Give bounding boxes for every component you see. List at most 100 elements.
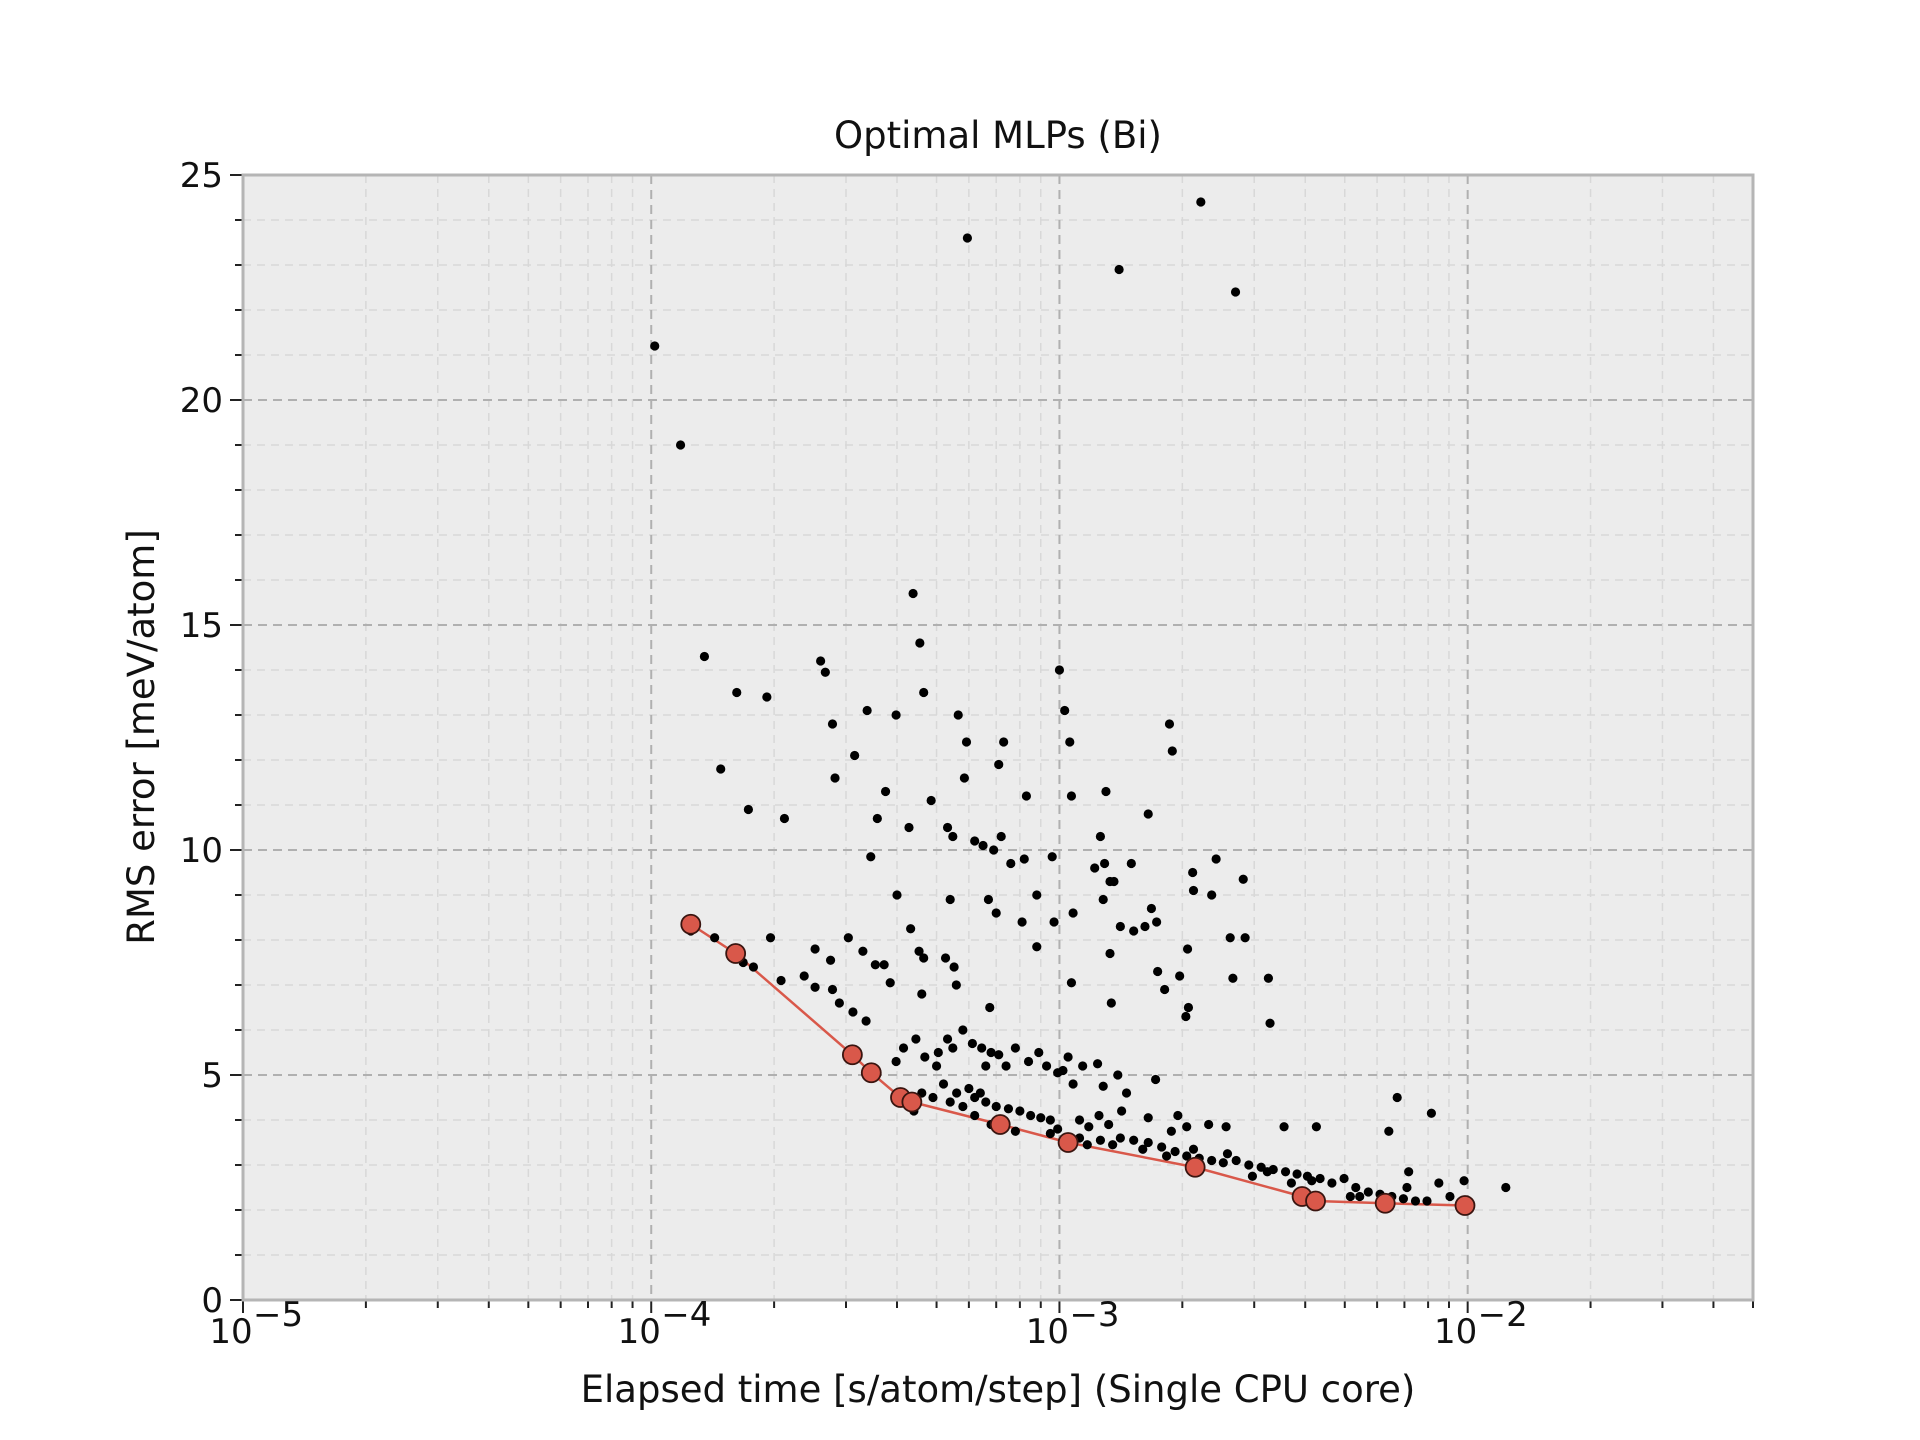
data-point [978, 840, 988, 851]
data-point [1445, 1191, 1455, 1202]
data-point [879, 960, 889, 970]
y-tick-label: 20 [180, 381, 223, 421]
data-point [1182, 944, 1193, 954]
data-point [1036, 1113, 1046, 1123]
data-point [776, 975, 786, 986]
data-point [1150, 1074, 1161, 1085]
y-tick-label: 25 [180, 156, 223, 196]
data-point [1066, 978, 1077, 988]
data-point [967, 1038, 977, 1049]
y-tick-label: 15 [180, 606, 223, 646]
data-point [1015, 1106, 1025, 1116]
data-point [1099, 858, 1110, 869]
data-point [1010, 1043, 1020, 1053]
data-point [1053, 1068, 1063, 1078]
data-point [958, 1101, 968, 1112]
data-point [820, 667, 830, 677]
data-point [1045, 1115, 1055, 1125]
pareto-point [901, 1091, 923, 1113]
data-point [1207, 1155, 1217, 1166]
data-point [1161, 1151, 1172, 1161]
data-point [1173, 1110, 1183, 1121]
data-point [1032, 942, 1042, 952]
data-point [977, 1043, 987, 1053]
data-point [1129, 926, 1139, 936]
data-point [1003, 1104, 1014, 1114]
data-point [996, 831, 1006, 842]
data-point [915, 638, 925, 648]
data-point [1286, 1178, 1296, 1188]
data-point [1143, 1137, 1153, 1148]
data-point [1104, 1119, 1114, 1130]
data-point [945, 894, 955, 905]
data-point [891, 710, 901, 720]
data-point [1090, 863, 1100, 873]
x-tick-label-exponent: −3 [1069, 1295, 1119, 1335]
data-point [1238, 874, 1248, 884]
data-point [1113, 1070, 1123, 1080]
data-point [1101, 786, 1111, 797]
data-point [1032, 890, 1042, 900]
data-point [861, 1016, 871, 1026]
plot-background [243, 175, 1753, 1300]
x-tick-labels: 10 −5 10 −4 10 −3 10 −2 [209, 1295, 1527, 1352]
data-point [1138, 1144, 1148, 1154]
data-point [994, 759, 1004, 770]
data-point [710, 933, 720, 943]
data-point [942, 1034, 953, 1044]
data-point [1026, 1110, 1036, 1121]
data-point [989, 845, 999, 855]
data-point [914, 946, 924, 956]
data-point [1045, 1128, 1055, 1139]
data-point [834, 998, 844, 1008]
x-tick-label: 10 [209, 1312, 252, 1352]
data-point [1054, 665, 1065, 675]
data-point [1222, 1149, 1233, 1159]
data-point [949, 962, 959, 972]
data-point [1196, 197, 1206, 207]
data-point [1166, 1126, 1176, 1136]
data-point [1060, 705, 1070, 716]
data-point [1115, 1133, 1125, 1143]
y-tick-label: 5 [201, 1056, 223, 1096]
data-point [961, 737, 972, 747]
data-point [933, 1047, 943, 1058]
data-point [1068, 908, 1078, 918]
data-point [986, 1047, 996, 1058]
pareto-point [725, 943, 747, 964]
data-point [1078, 1061, 1088, 1071]
data-point [1121, 1088, 1132, 1098]
data-point [919, 687, 929, 698]
data-point [1115, 921, 1125, 932]
data-point [816, 656, 826, 666]
data-point [951, 980, 961, 990]
y-axis-label: RMS error [meV/atom] [120, 529, 163, 945]
data-point [1170, 1146, 1180, 1157]
data-point [911, 1034, 921, 1044]
data-point [765, 933, 776, 943]
data-point [945, 1097, 955, 1107]
data-point [1094, 1110, 1104, 1121]
scatter-points [650, 197, 1511, 1206]
x-axis-label: Elapsed time [s/atom/step] (Single CPU c… [581, 1368, 1416, 1411]
data-point [1066, 791, 1077, 801]
data-point [1188, 867, 1198, 878]
data-point [928, 1092, 938, 1103]
data-point [1175, 971, 1185, 981]
data-point [1068, 1079, 1078, 1089]
data-point [1152, 917, 1162, 927]
data-point [1422, 1196, 1432, 1206]
pareto-point [989, 1114, 1011, 1135]
data-point [1351, 1182, 1361, 1193]
data-point [1363, 1187, 1373, 1197]
data-point [827, 719, 838, 729]
data-point [699, 651, 710, 662]
data-point [1153, 966, 1163, 977]
data-point [1207, 890, 1217, 900]
data-point [952, 1088, 962, 1098]
data-point [1204, 1119, 1214, 1130]
data-point [904, 822, 914, 833]
data-point [1126, 858, 1136, 869]
data-point [1146, 903, 1157, 914]
data-point [1182, 1122, 1192, 1132]
